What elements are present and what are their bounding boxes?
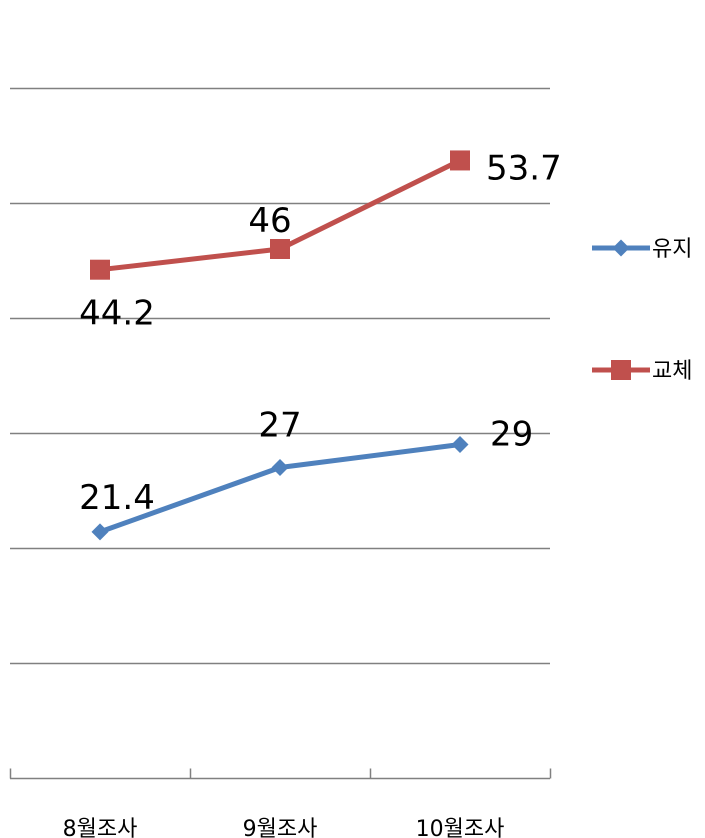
data-label: 53.7 xyxy=(486,148,562,188)
data-point-marker xyxy=(90,259,110,280)
x-tick-label: 10월조사 xyxy=(416,817,505,838)
x-axis: 8월조사 9월조사 10월조사 xyxy=(9,768,552,838)
data-point-marker xyxy=(271,459,289,476)
data-label: 29 xyxy=(490,415,533,455)
data-label: 44.2 xyxy=(79,294,155,334)
series-유지 xyxy=(91,436,469,541)
data-label: 27 xyxy=(258,406,301,446)
series-교체 xyxy=(90,150,470,280)
data-point-marker xyxy=(270,239,290,259)
data-point-marker xyxy=(612,239,630,257)
legend-label: 교체 xyxy=(652,359,692,384)
legend-item-교체: 교체 xyxy=(592,359,692,384)
gridlines xyxy=(10,87,550,665)
data-point-marker xyxy=(450,150,470,171)
data-labels: 21.4 27 29 44.2 46 53.7 xyxy=(79,148,562,517)
data-point-marker xyxy=(611,360,631,380)
data-label: 46 xyxy=(248,201,291,241)
x-tick-label: 8월조사 xyxy=(63,817,138,838)
series-layer xyxy=(90,150,470,541)
legend-item-유지: 유지 xyxy=(592,237,692,262)
legend-label: 유지 xyxy=(652,237,692,262)
x-tick-label: 9월조사 xyxy=(243,817,318,838)
data-label: 21.4 xyxy=(79,478,155,518)
data-point-marker xyxy=(451,436,469,453)
data-point-marker xyxy=(91,523,109,541)
